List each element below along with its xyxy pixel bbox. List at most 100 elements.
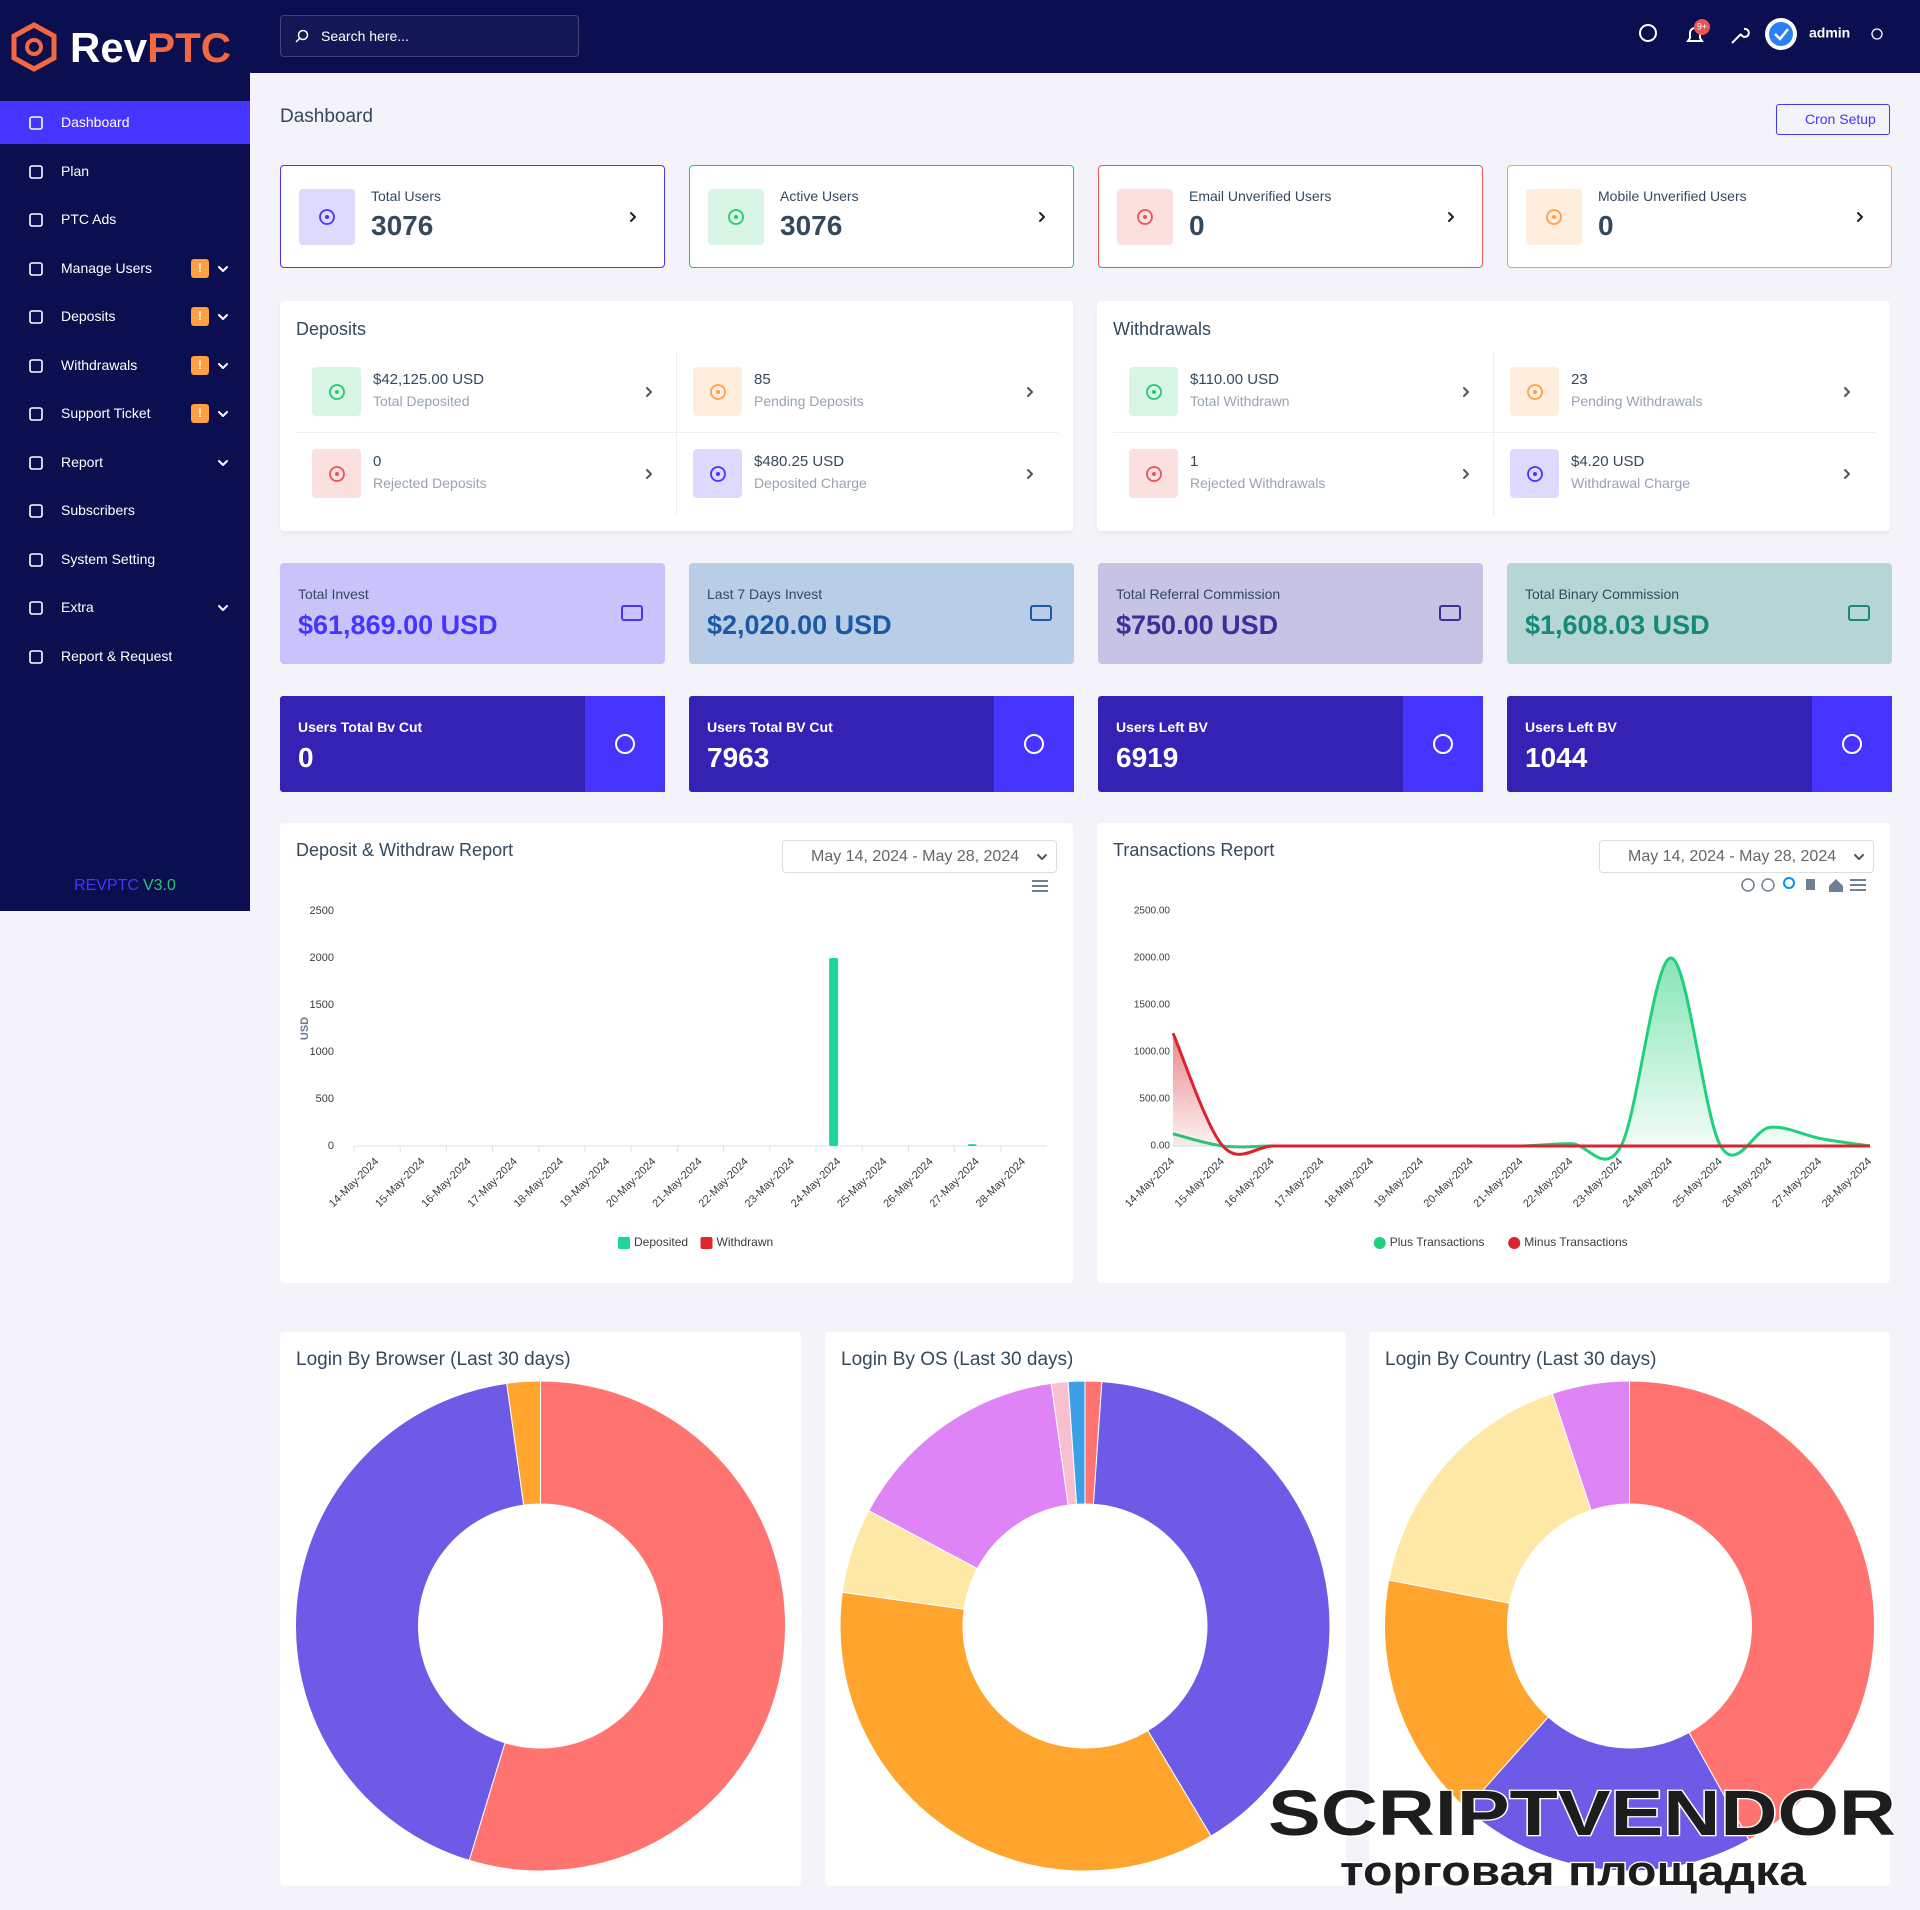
sidebar-item[interactable]: Manage Users! bbox=[0, 247, 250, 290]
bv-side bbox=[585, 696, 665, 792]
stat-item[interactable]: 85 Pending Deposits bbox=[677, 351, 1058, 433]
icon bbox=[1526, 465, 1543, 482]
bv-card[interactable]: Users Left BV 1044 bbox=[1507, 696, 1892, 792]
chevron-path bbox=[646, 387, 652, 397]
sidebar-label: Plan bbox=[61, 162, 90, 179]
sidebar-label: Support Ticket bbox=[61, 405, 151, 421]
sidebar-icon bbox=[29, 455, 43, 470]
bv-icon bbox=[1024, 734, 1044, 754]
icon bbox=[328, 383, 345, 400]
badge-bg bbox=[1694, 19, 1710, 35]
stat-panel: Deposits $42,125.00 USD Total Deposited 85 P… bbox=[280, 301, 1073, 531]
chevron-path bbox=[218, 265, 228, 272]
search-box[interactable]: Search here... bbox=[280, 15, 579, 57]
brand: RevPTC bbox=[70, 24, 231, 72]
sidebar-icon-shape bbox=[29, 649, 43, 664]
icon bbox=[709, 465, 726, 482]
footer-text: REVPTC bbox=[74, 877, 139, 894]
chevron-path bbox=[218, 459, 228, 466]
chevron bbox=[218, 459, 228, 466]
chevron bbox=[1463, 387, 1469, 397]
card-value: $61,869.00 USD bbox=[298, 610, 498, 640]
user-card[interactable]: Email Unverified Users 0 bbox=[1098, 165, 1483, 268]
sidebar-item[interactable]: System Setting bbox=[0, 538, 250, 581]
sidebar-icon-shape bbox=[29, 504, 43, 518]
chart-panel: Login By Country (Last 30 days) bbox=[1369, 1332, 1890, 1886]
icon-glyph bbox=[328, 383, 345, 400]
date-picker[interactable]: May 14, 2024 - May 28, 2024 bbox=[782, 840, 1057, 873]
sidebar-icon-shape bbox=[29, 455, 43, 470]
sidebar-item[interactable]: Deposits! bbox=[0, 295, 250, 338]
sidebar-item[interactable]: PTC Ads bbox=[0, 198, 250, 241]
bv-icon-shape bbox=[1842, 734, 1862, 754]
bv-card[interactable]: Users Total Bv Cut 0 bbox=[280, 696, 665, 792]
search-placeholder: Search here... bbox=[321, 28, 409, 44]
chart-title: Deposit & Withdraw Report bbox=[296, 840, 514, 860]
sidebar-icon bbox=[29, 164, 43, 179]
wrench-icon bbox=[1731, 27, 1750, 44]
chevron bbox=[646, 469, 652, 479]
card-label: Mobile Unverified Users bbox=[1598, 188, 1747, 204]
chevron-path bbox=[218, 314, 228, 320]
sidebar-item[interactable]: Withdrawals! bbox=[0, 344, 250, 387]
sidebar-item[interactable]: Plan bbox=[0, 150, 250, 193]
icon-box bbox=[299, 189, 355, 245]
stat-item[interactable]: $4.20 USD Withdrawal Charge bbox=[1494, 433, 1875, 515]
stat-value: 23 bbox=[1571, 371, 1588, 388]
stat-label: Pending Deposits bbox=[754, 393, 864, 409]
bv-side bbox=[1812, 696, 1892, 792]
invest-card[interactable]: Total Referral Commission $750.00 USD bbox=[1098, 563, 1483, 664]
stat-value: 1 bbox=[1190, 453, 1199, 470]
invest-card[interactable]: Total Binary Commission $1,608.03 USD bbox=[1507, 563, 1892, 664]
invest-card[interactable]: Last 7 Days Invest $2,020.00 USD bbox=[689, 563, 1074, 664]
user-card[interactable]: Active Users 3076 bbox=[689, 165, 1074, 268]
stat-item[interactable]: 1 Rejected Withdrawals bbox=[1113, 433, 1494, 515]
stat-label: Total Withdrawn bbox=[1190, 393, 1290, 409]
invest-card[interactable]: Total Invest $61,869.00 USD bbox=[280, 563, 665, 664]
sidebar-item[interactable]: Dashboard bbox=[0, 101, 250, 144]
stat-item[interactable]: $110.00 USD Total Withdrawn bbox=[1113, 351, 1494, 433]
icon-glyph bbox=[1526, 383, 1543, 400]
icon bbox=[1546, 209, 1562, 225]
bv-icon bbox=[1433, 734, 1453, 754]
card-value: $2,020.00 USD bbox=[707, 610, 892, 640]
chevron bbox=[630, 212, 636, 222]
chart-panel: Login By Browser (Last 30 days) bbox=[280, 1332, 801, 1886]
sidebar-item[interactable]: Subscribers bbox=[0, 489, 250, 532]
bv-card[interactable]: Users Left BV 6919 bbox=[1098, 696, 1483, 792]
stat-item[interactable]: 0 Rejected Deposits bbox=[296, 433, 677, 515]
icon-glyph bbox=[1552, 215, 1556, 219]
stat-item[interactable]: 23 Pending Withdrawals bbox=[1494, 351, 1875, 433]
chevron-path bbox=[1448, 212, 1454, 222]
sidebar-item[interactable]: Report bbox=[0, 441, 250, 484]
sidebar-icon-shape bbox=[29, 407, 43, 421]
sidebar-item[interactable]: Support Ticket! bbox=[0, 392, 250, 435]
chevron bbox=[218, 362, 228, 369]
stat-label: Withdrawal Charge bbox=[1571, 475, 1691, 491]
date-picker[interactable]: May 14, 2024 - May 28, 2024 bbox=[1599, 840, 1874, 873]
chevron bbox=[1027, 387, 1033, 397]
cron-button[interactable]: Cron Setup bbox=[1776, 104, 1890, 135]
sidebar-item[interactable]: Report & Request bbox=[0, 635, 250, 678]
stat-item[interactable]: $480.25 USD Deposited Charge bbox=[677, 433, 1058, 515]
sidebar-icon-shape bbox=[29, 552, 43, 567]
bv-icon-shape bbox=[615, 734, 635, 754]
icon-box bbox=[1526, 189, 1582, 245]
chevron bbox=[1854, 854, 1864, 860]
user-card[interactable]: Mobile Unverified Users 0 bbox=[1507, 165, 1892, 268]
chart-panel: Deposit & Withdraw Report May 14, 2024 - … bbox=[280, 823, 1073, 1283]
sidebar-badge: ! bbox=[191, 307, 209, 326]
sidebar-item[interactable]: Extra bbox=[0, 586, 250, 629]
card-label: Users Total BV Cut bbox=[707, 719, 833, 735]
user-card[interactable]: Total Users 3076 bbox=[280, 165, 665, 268]
sidebar-label: Report & Request bbox=[61, 647, 173, 664]
logo-shape bbox=[25, 38, 43, 56]
stat-item[interactable]: $42,125.00 USD Total Deposited bbox=[296, 351, 677, 433]
card-value: 0 bbox=[1189, 210, 1205, 241]
top-icons: 9+ admin bbox=[1639, 18, 1883, 50]
stat-label: Rejected Withdrawals bbox=[1190, 475, 1326, 491]
bv-card[interactable]: Users Total BV Cut 7963 bbox=[689, 696, 1074, 792]
date-range: May 14, 2024 - May 28, 2024 bbox=[811, 848, 1020, 865]
sidebar-icon-shape bbox=[29, 261, 43, 276]
